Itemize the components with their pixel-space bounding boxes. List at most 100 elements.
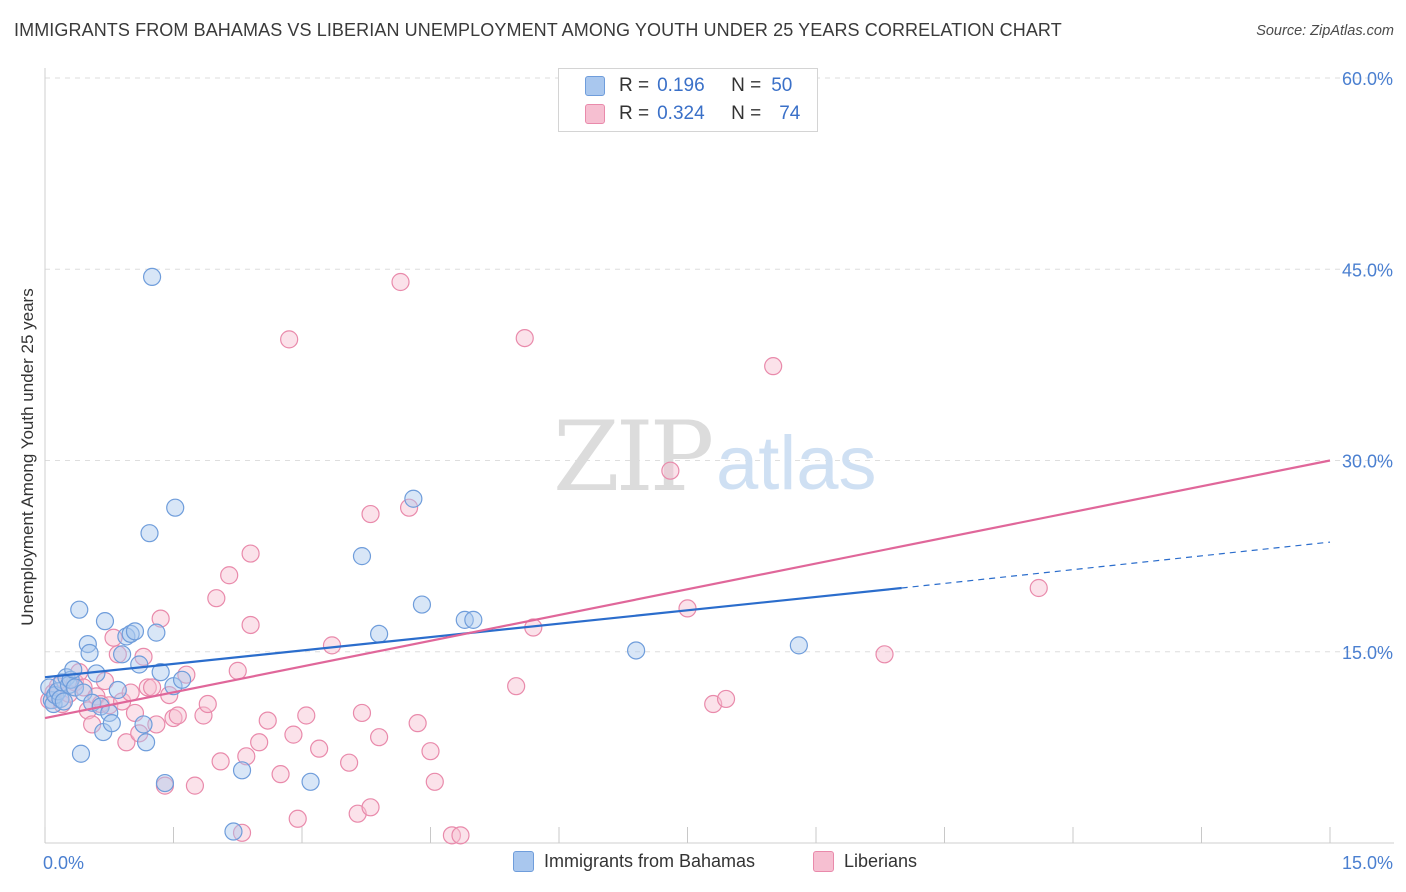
y-tick-label: 60.0% (1342, 69, 1393, 89)
liberians-point (716, 689, 736, 709)
bahamas-point (352, 547, 372, 566)
liberians-point (142, 678, 162, 697)
r-value: 0.196 (657, 75, 705, 96)
liberians-point (425, 772, 444, 791)
liberians-point (207, 589, 226, 608)
series-legend: Immigrants from Bahamas Liberians (0, 851, 1406, 877)
liberians-point (104, 628, 123, 647)
chart-title: IMMIGRANTS FROM BAHAMAS VS LIBERIAN UNEM… (14, 20, 1062, 40)
liberians-point (322, 636, 342, 655)
n-value: 74 (779, 103, 801, 124)
liberians-point (875, 645, 894, 664)
liberians-point (147, 715, 166, 734)
trend-line-bahamas-extrapolated (901, 541, 1331, 589)
liberians-point (361, 798, 380, 817)
liberians-point (258, 711, 277, 730)
n-label: N = (731, 103, 762, 124)
liberians-point (194, 706, 213, 725)
liberians-point (198, 694, 217, 714)
legend-swatch-pink (813, 851, 834, 872)
legend-swatch-blue (585, 76, 605, 96)
source-credit[interactable]: Source: ZipAtlas.com (1256, 23, 1394, 39)
x-tick-label: 15.0% (1342, 853, 1393, 873)
r-label: R = (619, 75, 650, 96)
liberians-point (220, 566, 239, 585)
liberians-point (515, 329, 534, 348)
liberians-point (284, 725, 303, 744)
liberians-point (241, 544, 260, 563)
liberians-point (138, 678, 157, 697)
liberians-point (237, 747, 256, 766)
bahamas-point (789, 636, 808, 655)
bahamas-point (134, 715, 153, 734)
bahamas-point (404, 489, 423, 508)
legend-row-bahamas: R = 0.196 N = 50 (585, 73, 792, 99)
liberians-point (361, 504, 380, 524)
bahamas-point (130, 655, 149, 674)
bahamas-point (108, 680, 127, 700)
legend-label-bahamas: Immigrants from Bahamas (544, 851, 756, 871)
tick-labels: 15.0% 30.0% 45.0% 60.0% 0.0% 15.0% (43, 69, 1393, 873)
liberians-point (151, 609, 170, 628)
legend-item-liberians[interactable]: Liberians (813, 851, 917, 872)
bahamas-point (54, 692, 73, 711)
watermark-zip: ZIP (553, 401, 712, 513)
bahamas-point (166, 498, 185, 517)
trend-lines (44, 459, 1331, 720)
x-tick-label: 0.0% (43, 853, 84, 873)
liberians-point (678, 599, 697, 618)
liberians-point (391, 272, 410, 292)
bahamas-point (65, 678, 85, 697)
legend-item-bahamas[interactable]: Immigrants from Bahamas (513, 851, 755, 872)
watermark-atlas: atlas (716, 421, 877, 506)
bahamas-point (125, 622, 145, 641)
bahamas-point (136, 733, 156, 752)
n-value: 50 (771, 75, 793, 96)
r-value: 0.324 (657, 103, 705, 124)
legend-swatch-blue (513, 851, 534, 872)
liberians-point (250, 733, 269, 752)
legend-row-liberians: R = 0.324 N = 74 (585, 101, 800, 127)
bahamas-point (155, 773, 175, 793)
liberians-point (340, 753, 359, 772)
y-tick-label: 15.0% (1342, 643, 1393, 663)
liberians-point (168, 706, 187, 725)
liberians-point (271, 765, 290, 784)
liberians-point (408, 714, 427, 733)
liberians-point (211, 752, 230, 771)
bahamas-point (301, 772, 320, 791)
liberians-point (280, 330, 299, 349)
bahamas-point (70, 600, 89, 619)
liberians-point (399, 498, 419, 517)
bahamas-point (112, 645, 132, 664)
liberians-point (370, 728, 389, 747)
liberians-point (228, 661, 247, 680)
bahamas-point (172, 670, 192, 689)
legend-label-liberians: Liberians (844, 851, 918, 871)
axes (44, 68, 1394, 844)
liberians-point (1029, 578, 1048, 598)
bahamas-point (71, 744, 91, 763)
liberians-point (108, 645, 127, 664)
y-tick-label: 30.0% (1342, 452, 1393, 472)
bahamas-point (80, 643, 99, 663)
liberians-point (764, 357, 783, 376)
liberians-point (310, 739, 329, 758)
bahamas-point (151, 663, 170, 682)
liberians-point (241, 615, 260, 635)
data-points (40, 267, 1048, 845)
trend-line-liberians (44, 459, 1331, 720)
liberians-point (297, 706, 316, 725)
bahamas-point (626, 641, 646, 660)
bahamas-point (140, 524, 159, 543)
liberians-point (185, 776, 205, 795)
liberians-point (421, 742, 440, 761)
n-label: N = (731, 75, 762, 96)
bahamas-point (224, 822, 243, 841)
bahamas-point (412, 595, 432, 614)
liberians-point (661, 461, 680, 480)
liberians-point (451, 826, 470, 845)
bahamas-point (232, 761, 252, 780)
liberians-point (507, 677, 526, 696)
